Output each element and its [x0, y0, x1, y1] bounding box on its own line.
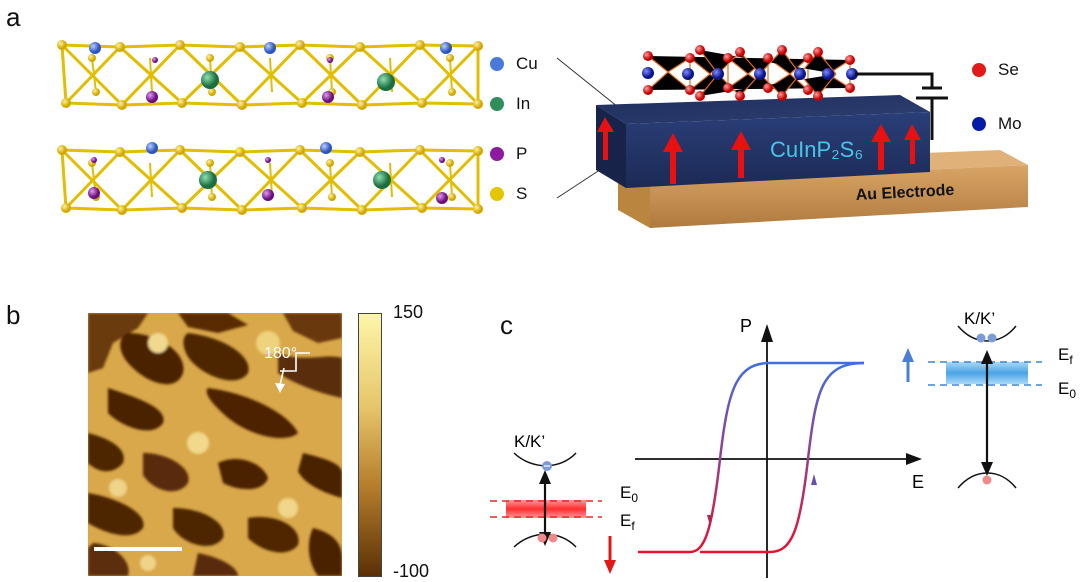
hysteresis-branch-left — [638, 361, 864, 554]
mo-swatch — [972, 117, 986, 131]
left-e0-label: E0 — [620, 483, 638, 505]
sulfur-atoms — [57, 40, 483, 215]
se-swatch — [972, 63, 986, 77]
electrode-label: Au Electrode — [855, 182, 955, 204]
in-swatch — [490, 97, 504, 111]
legend-p-label: P — [516, 144, 528, 163]
p-axis-label: P — [740, 316, 752, 336]
loop-arrow-down — [707, 515, 713, 526]
polarization-arrows — [597, 117, 921, 184]
left-hole-icon — [537, 533, 547, 543]
loop-arrow-up — [811, 474, 817, 485]
legend-mo: Mo — [972, 114, 1022, 134]
legend-p: P — [490, 144, 527, 164]
cu-swatch — [490, 57, 504, 71]
legend-s: S — [490, 184, 527, 204]
p-swatch — [490, 147, 504, 161]
right-ef-label: Ef — [1058, 345, 1073, 367]
pfm-phase-image: 180° — [88, 313, 342, 576]
crystal-layer-2 — [60, 148, 480, 212]
panel-label-c: c — [500, 310, 513, 340]
phase-angle-label: 180° — [264, 345, 297, 362]
panel-label-a: a — [6, 2, 21, 32]
left-hole-icon — [548, 533, 558, 543]
connector-line-top — [556, 57, 619, 108]
colorbar-min-label: -100 — [393, 561, 430, 581]
right-electron-icon — [987, 333, 997, 343]
indium-atoms — [199, 71, 395, 189]
legend-se-label: Se — [998, 60, 1019, 79]
legend-cu-label: Cu — [516, 54, 538, 73]
crystal-structure-figure: CuInP₂S₆ Au Electrode — [57, 40, 1028, 228]
legend-se: Se — [972, 60, 1019, 80]
mose2-monolayer — [642, 45, 858, 101]
left-ef-label: Ef — [620, 511, 635, 533]
phase-colorbar — [358, 313, 382, 577]
right-e0-label: E0 — [1058, 379, 1076, 401]
left-valley-label: K/K’ — [514, 432, 545, 451]
legend-cu: Cu — [490, 54, 538, 74]
s-swatch — [490, 187, 504, 201]
right-conduction-band — [957, 325, 1017, 342]
colorbar-max-label: 150 — [393, 302, 424, 322]
right-electron-icon — [976, 333, 986, 343]
e-axis-label: E — [912, 472, 924, 492]
scale-bar — [94, 547, 182, 551]
phase-step-marker — [280, 352, 310, 372]
legend-mo-label: Mo — [998, 114, 1022, 133]
domain-wall-arrow — [279, 367, 285, 386]
hysteresis-branch-right — [700, 361, 865, 554]
panel-label-b: b — [6, 300, 21, 330]
copper-atoms — [89, 42, 452, 154]
hysteresis-band-diagram: P E K/K’ E0 Ef K/K’ Ef E0 — [490, 309, 1076, 578]
voltage-source-circuit — [855, 72, 948, 140]
right-hole-icon — [982, 475, 992, 485]
right-valley-label: K/K’ — [964, 309, 995, 328]
legend-in: In — [490, 94, 530, 114]
phosphorus-atoms — [88, 57, 448, 204]
legend-in-label: In — [516, 94, 531, 113]
legend-s-label: S — [516, 184, 528, 203]
material-label: CuInP₂S₆ — [770, 137, 863, 162]
